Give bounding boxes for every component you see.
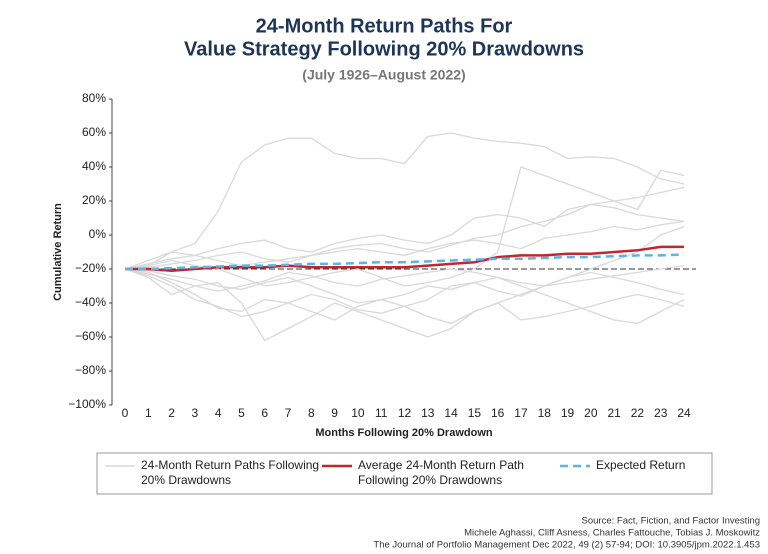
x-tick-label: 13 — [421, 406, 435, 420]
return-path — [124, 268, 685, 318]
x-tick-label: 9 — [331, 406, 338, 420]
x-tick-label: 24 — [677, 406, 691, 420]
source-line: The Journal of Portfolio Management Dec … — [373, 540, 760, 551]
y-tick-label: −80% — [75, 363, 106, 377]
y-tick-label: 80% — [82, 91, 106, 105]
x-tick-label: 10 — [351, 406, 365, 420]
x-tick-label: 11 — [375, 406, 388, 420]
series-line — [125, 253, 685, 271]
x-tick-label: 1 — [145, 406, 152, 420]
x-axis-label: Months Following 20% Drawdown — [315, 427, 493, 439]
y-tick-label: −20% — [75, 261, 106, 275]
return-path — [124, 268, 685, 325]
return-path — [124, 166, 685, 287]
return-path — [124, 225, 685, 342]
chart-title: 24-Month Return Paths For — [256, 15, 513, 37]
y-tick-label: −60% — [75, 329, 106, 343]
x-tick-label: 12 — [398, 406, 412, 420]
chart-title: Value Strategy Following 20% Drawdowns — [184, 38, 584, 60]
x-tick-label: 0 — [122, 406, 129, 420]
x-tick-label: 22 — [631, 406, 645, 420]
legend-box — [96, 452, 713, 495]
y-tick-label: 20% — [82, 193, 106, 207]
legend-label: Average 24-Month Return Path Following 20… — [358, 458, 524, 487]
x-tick-label: 15 — [468, 406, 482, 420]
x-tick-label: 18 — [538, 406, 552, 420]
x-tick-label: 20 — [584, 406, 598, 420]
y-tick-label: 60% — [82, 125, 106, 139]
x-tick-label: 17 — [514, 406, 528, 420]
return-path — [124, 264, 685, 292]
x-tick-label: 3 — [192, 406, 199, 420]
legend-label: 24-Month Return Paths Following 20% Drawd… — [141, 458, 319, 487]
x-tick-label: 19 — [561, 406, 575, 420]
x-tick-label: 23 — [654, 406, 668, 420]
x-tick-label: 16 — [491, 406, 505, 420]
x-tick-label: 14 — [444, 406, 458, 420]
x-tick-label: 2 — [168, 406, 175, 420]
x-tick-label: 6 — [261, 406, 268, 420]
x-tick-label: 8 — [308, 406, 315, 420]
legend-label: Expected Return — [596, 458, 685, 472]
return-path — [124, 132, 685, 270]
y-tick-label: −40% — [75, 295, 106, 309]
return-path — [124, 186, 685, 270]
x-tick-label: 7 — [285, 406, 292, 420]
y-axis-label: Cumulative Return — [52, 203, 64, 301]
return-path — [124, 220, 685, 270]
y-tick-label: −100% — [68, 397, 106, 411]
y-tick-label: 40% — [82, 159, 106, 173]
x-tick-label: 21 — [607, 406, 621, 420]
x-tick-label: 5 — [238, 406, 245, 420]
return-path — [124, 203, 685, 270]
source-line: Michele Aghassi, Cliff Asness, Charles F… — [464, 528, 760, 539]
chart-subtitle: (July 1926–August 2022) — [302, 67, 465, 83]
y-tick-label: 0% — [89, 227, 107, 241]
source-line: Source: Fact, Fiction, and Factor Invest… — [582, 516, 760, 527]
x-tick-label: 4 — [215, 406, 222, 420]
